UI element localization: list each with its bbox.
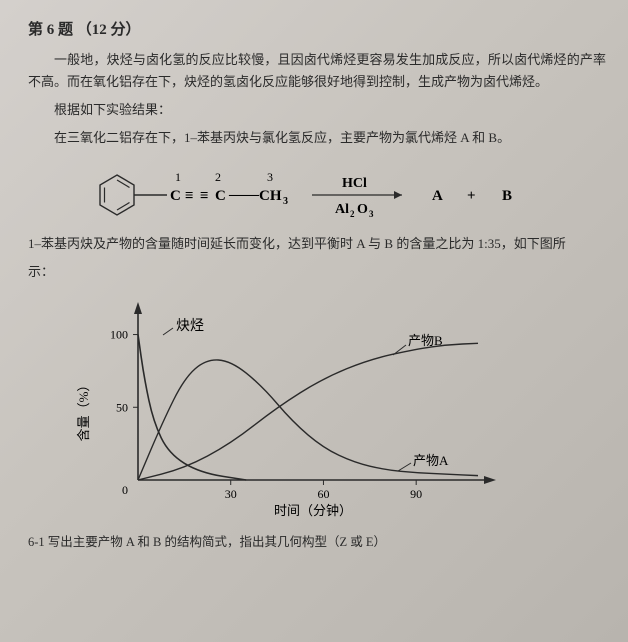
pos-1: 1 (175, 170, 181, 184)
legend-line-b (393, 345, 406, 355)
svg-text:100: 100 (110, 327, 128, 341)
svg-text:50: 50 (116, 400, 128, 414)
legend-alkyne: 炔烃 (176, 318, 204, 334)
benzene-ring (100, 175, 134, 215)
paragraph-1: 一般地，炔烃与卤化氢的反应比较慢，且因卤代烯烃更容易发生加成反应，所以卤代烯烃的… (28, 49, 606, 93)
paragraph-3: 在三氧化二铝存在下，1–苯基丙炔与氯化氢反应，主要产物为氯代烯烃 A 和 B。 (28, 127, 606, 149)
bond2: —— (228, 187, 260, 203)
reaction-arrow-head (394, 191, 402, 199)
pos-2: 2 (215, 170, 221, 184)
reagent-o-sub: 3 (369, 209, 374, 219)
paragraph-2: 根据如下实验结果： (28, 99, 606, 121)
svg-text:0: 0 (122, 483, 128, 497)
legend-line-a (398, 463, 411, 471)
kinetics-chart: 30 60 90 50 100 0 时间（分钟） 含量（%） 炔烃 产物B 产物A (68, 290, 528, 520)
reagent-hcl: HCl (342, 176, 367, 191)
legend-prodA: 产物A (413, 453, 449, 468)
subquestion-6-1: 6-1 写出主要产物 A 和 B 的结构简式，指出其几何构型（Z 或 E） (28, 531, 606, 550)
triple: ≡ (185, 188, 194, 204)
reagent-o: O (357, 202, 368, 217)
legend-line-alkyne (163, 328, 173, 335)
legend-prodB: 产物B (408, 333, 443, 348)
product-a: A (432, 188, 443, 204)
reagent-al-sub: 2 (350, 209, 355, 219)
c1: C (170, 188, 181, 204)
c2: C (215, 188, 226, 204)
series-alkyne (138, 334, 246, 479)
ch3: CH (259, 188, 282, 204)
product-b: B (502, 188, 512, 204)
question-header: 第 6 题 （12 分） (28, 18, 606, 39)
plus: + (467, 188, 476, 204)
svg-text:60: 60 (317, 487, 329, 501)
question-points: （12 分） (77, 22, 141, 38)
paragraph-4b: 示： (28, 261, 606, 283)
x-axis-label: 时间（分钟） (274, 503, 352, 518)
pos-3: 3 (267, 170, 273, 184)
triple2: ≡ (200, 188, 209, 204)
ch3-sub: 3 (283, 196, 288, 207)
paragraph-4a: 1–苯基丙炔及产物的含量随时间延长而变化，达到平衡时 A 与 B 的含量之比为 … (28, 233, 606, 255)
svg-text:90: 90 (410, 487, 422, 501)
svg-text:30: 30 (225, 487, 237, 501)
y-axis-label: 含量（%） (76, 378, 91, 441)
question-number: 第 6 题 (28, 22, 73, 38)
reaction-scheme: 1 2 3 C ≡ ≡ C —— CH 3 HCl Al 2 O 3 A + B (57, 157, 577, 227)
reagent-al: Al (335, 202, 349, 217)
